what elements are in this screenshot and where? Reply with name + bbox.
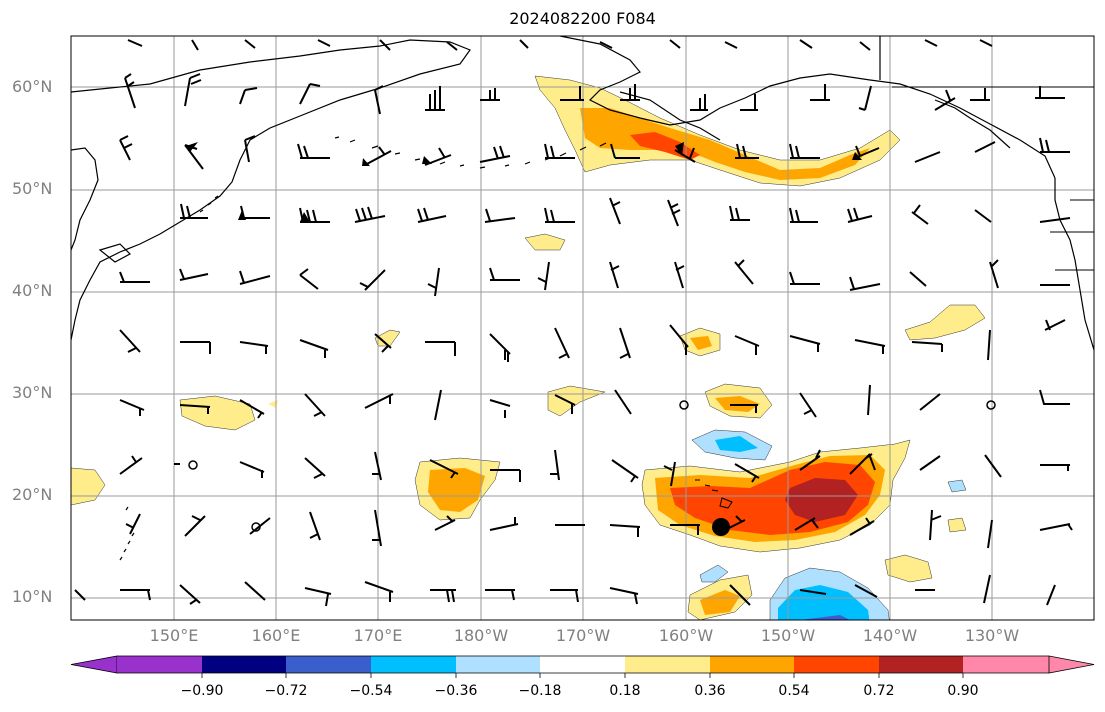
map-title: 2024082200 F084 [509,9,656,28]
coastlines [71,36,1094,561]
colorbar-tick-label: −0.90 [180,683,224,699]
lat-label-60n: 60°N [12,77,53,96]
wind-barbs [74,39,1073,607]
lon-label-170w: 170°W [555,626,611,645]
lon-label-160e: 160°E [251,626,301,645]
lon-label-130w: 130°W [964,626,1020,645]
colorbar-tick-label: 0.36 [694,683,726,699]
lon-label-160w: 160°W [658,626,714,645]
location-marker [712,518,730,536]
map-frame [70,35,1095,621]
lat-label-10n: 10°N [12,587,53,606]
lat-label-50n: 50°N [12,179,53,198]
shaded-field [71,75,986,620]
hawaii-islands [695,479,733,509]
calm-markers [188,400,996,532]
colorbar-tick-label: 0.54 [778,683,810,699]
lon-label-150e: 150°E [149,626,199,645]
colorbar-tick-label: −0.72 [264,683,308,699]
colorbar-tick-label: −0.54 [349,683,393,699]
barb-flags [186,142,862,222]
lat-label-20n: 20°N [12,485,53,504]
colorbar-tick-label: −0.36 [434,683,478,699]
lon-label-150w: 150°W [760,626,816,645]
colorbar-tick-label: 0.90 [947,683,979,699]
lon-label-180w: 180°W [453,626,509,645]
colorbar-tick-label: 0.18 [609,683,641,699]
colorbar-tick-label: −0.18 [518,683,562,699]
colorbar [70,655,1095,678]
lat-label-30n: 30°N [12,383,53,402]
colorbar-tick-label: 0.72 [863,683,895,699]
map-area [71,36,1094,620]
lon-label-140w: 140°W [862,626,918,645]
lat-label-40n: 40°N [12,281,53,300]
gridlines [71,36,1094,620]
lon-label-170e: 170°E [353,626,403,645]
state-borders [892,86,1094,271]
